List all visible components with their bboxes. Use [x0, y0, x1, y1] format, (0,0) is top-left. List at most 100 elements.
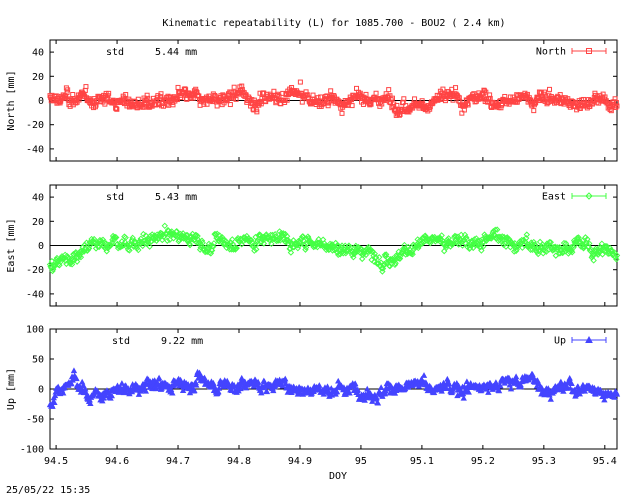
data-point	[480, 243, 487, 250]
data-point	[251, 247, 258, 254]
data-point	[70, 367, 78, 374]
data-point	[215, 385, 223, 391]
data-point	[442, 242, 449, 250]
data-point	[420, 372, 428, 378]
y-tick-label: -40	[26, 289, 44, 300]
data-point	[348, 251, 356, 259]
data-point	[333, 388, 341, 395]
data-point	[135, 246, 142, 254]
legend-marker-diamond	[585, 192, 593, 200]
data-point	[557, 378, 565, 385]
data-point	[531, 241, 539, 248]
data-point	[81, 92, 87, 98]
data-point	[129, 234, 136, 242]
data-point	[83, 84, 89, 90]
data-point	[534, 250, 542, 258]
y-tick-label: 0	[38, 385, 44, 396]
data-point	[473, 235, 480, 242]
panel-up: -100 -50 0 50 100 94.5 94.6 94.7 94.8 94.9 95 95.1 9…	[6, 325, 621, 482]
data-point	[259, 233, 267, 241]
data-point	[297, 79, 303, 85]
data-point	[567, 385, 574, 391]
data-point	[289, 244, 297, 251]
data-point	[153, 102, 159, 108]
data-point	[238, 374, 245, 381]
data-point	[463, 236, 471, 243]
data-point	[532, 100, 538, 106]
y-tick-label: -20	[26, 120, 44, 131]
data-point	[108, 392, 115, 399]
data-point	[598, 246, 605, 254]
data-point	[613, 105, 619, 111]
data-point	[198, 237, 206, 244]
std-label: std	[106, 47, 124, 58]
data-point	[254, 109, 260, 115]
data-point	[261, 90, 267, 96]
data-point	[123, 92, 129, 98]
panel-north: -40 -20 0 20 40 North [mm] std 5.44 mm North	[6, 39, 620, 162]
data-point	[528, 239, 535, 246]
y-tick-label: -50	[26, 415, 44, 426]
data-point	[144, 92, 150, 98]
data-point	[333, 242, 341, 249]
data-point	[453, 85, 459, 91]
y-tick-label: -100	[20, 445, 44, 456]
std-value: 5.43 mm	[155, 192, 197, 203]
data-point	[547, 396, 554, 402]
data-point	[497, 382, 504, 389]
data-point	[56, 99, 62, 105]
data-point	[401, 241, 408, 249]
data-point	[145, 95, 151, 101]
data-point	[69, 256, 76, 264]
data-point	[363, 91, 369, 97]
data-point	[535, 380, 542, 386]
data-point	[563, 383, 571, 390]
data-point	[331, 93, 337, 99]
data-point	[247, 236, 255, 244]
data-point	[445, 235, 452, 242]
data-point	[315, 236, 322, 243]
data-point	[193, 381, 200, 388]
y-axis-label: East [mm]	[6, 218, 17, 272]
data-point	[184, 231, 191, 239]
data-point	[601, 396, 608, 403]
data-point	[403, 103, 409, 109]
data-point	[106, 90, 112, 96]
data-point	[471, 236, 478, 243]
x-tick-label: 95.1	[410, 456, 434, 467]
data-point	[60, 389, 67, 396]
data-point	[574, 234, 581, 242]
data-point	[485, 389, 492, 395]
data-point	[586, 240, 593, 247]
data-point	[254, 237, 261, 245]
data-point	[452, 233, 460, 240]
data-point	[394, 102, 400, 108]
x-tick-label: 95	[355, 456, 367, 467]
data-point	[569, 249, 576, 256]
data-point	[233, 96, 239, 102]
data-point	[70, 92, 76, 98]
data-point	[210, 240, 218, 247]
data-point	[335, 251, 342, 259]
legend-east: East	[542, 192, 607, 203]
data-point	[412, 96, 418, 102]
data-point	[250, 106, 256, 112]
data-point	[546, 238, 553, 246]
x-tick-label: 94.6	[105, 456, 129, 467]
data-point	[254, 378, 262, 385]
data-point	[599, 251, 606, 258]
data-point	[304, 233, 312, 240]
data-point	[478, 247, 485, 254]
data-point	[552, 252, 560, 259]
data-point	[263, 388, 271, 395]
data-point	[64, 89, 70, 95]
data-point	[246, 94, 252, 100]
data-point	[93, 102, 99, 108]
data-point	[374, 399, 382, 406]
data-point	[336, 251, 344, 258]
data-point	[531, 108, 537, 114]
data-point	[560, 239, 568, 247]
data-point	[455, 382, 462, 389]
x-tick-label: 94.5	[44, 456, 68, 467]
data-point	[326, 240, 334, 248]
